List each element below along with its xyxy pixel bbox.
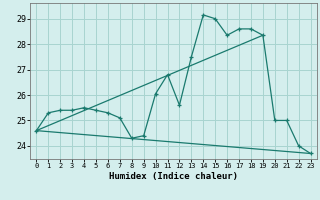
X-axis label: Humidex (Indice chaleur): Humidex (Indice chaleur) — [109, 172, 238, 181]
